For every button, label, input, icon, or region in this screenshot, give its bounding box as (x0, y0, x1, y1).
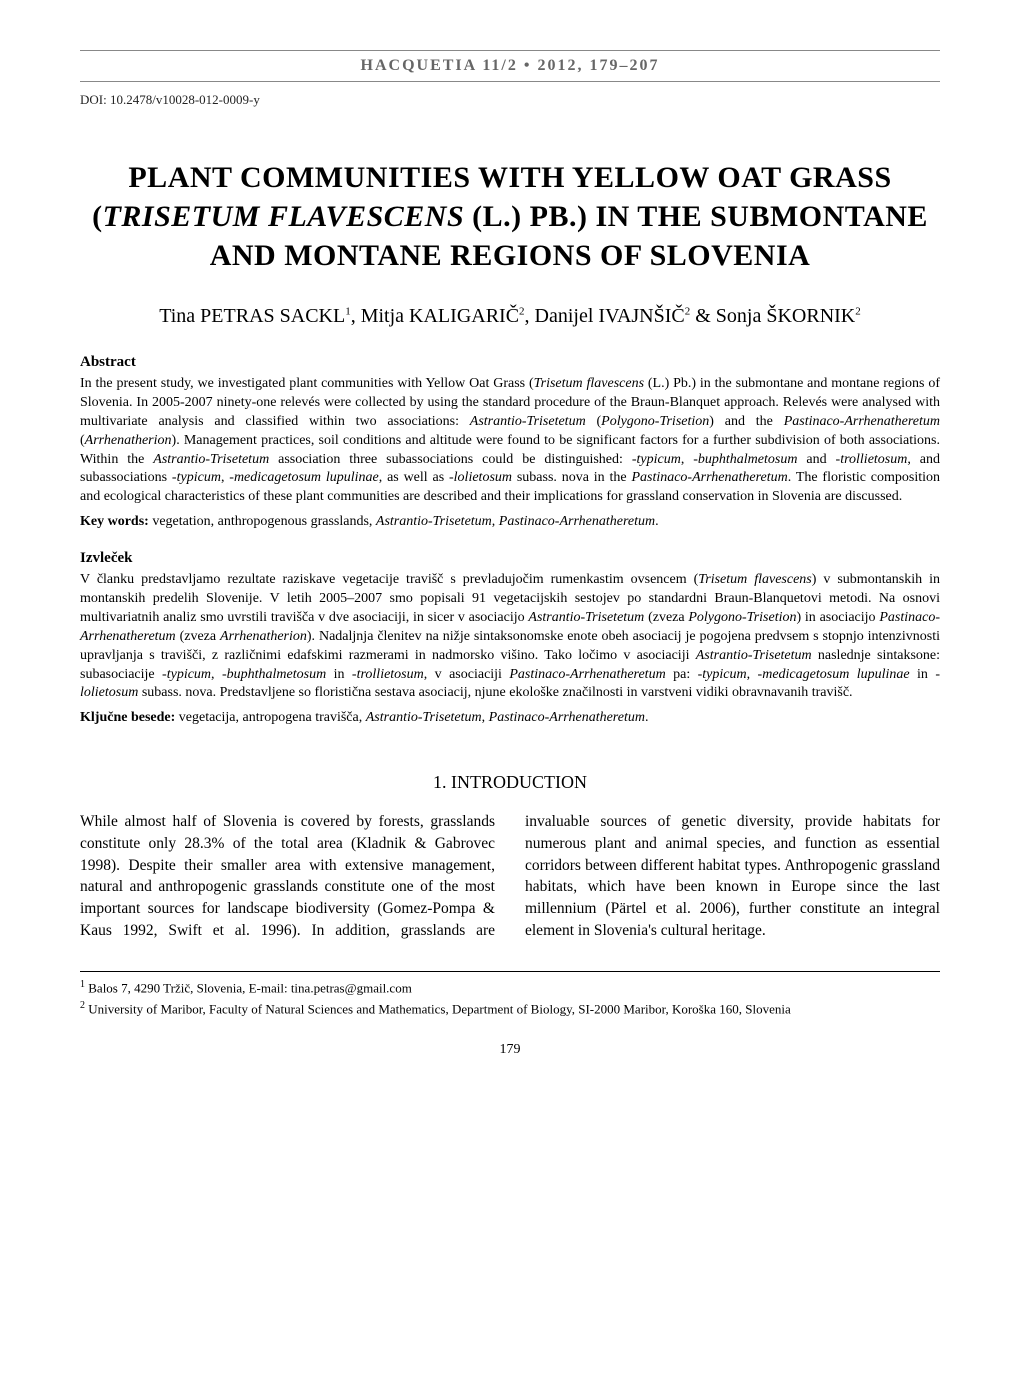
abstract-label: Abstract (80, 354, 940, 371)
footnote-1: 1 Balos 7, 4290 Tržič, Slovenia, E-mail:… (80, 978, 940, 997)
affiliation-footnotes: 1 Balos 7, 4290 Tržič, Slovenia, E-mail:… (80, 978, 940, 1018)
journal-header: HACQUETIA 11/2 • 2012, 179–207 (80, 53, 940, 79)
izvlecek-label: Izvleček (80, 550, 940, 567)
introduction-body: While almost half of Slovenia is covered… (80, 811, 940, 941)
keywords-en: Key words: vegetation, anthropogenous gr… (80, 513, 940, 532)
page-number: 179 (80, 1042, 940, 1058)
keywords-en-text: vegetation, anthropogenous grasslands, A… (149, 514, 659, 529)
keywords-sl-text: vegetacija, antropogena travišča, Astran… (175, 710, 648, 725)
author-list: Tina PETRAS SACKL1, Mitja KALIGARIČ2, Da… (80, 305, 940, 328)
header-top-rule (80, 50, 940, 51)
introduction-heading: 1. INTRODUCTION (80, 772, 940, 793)
doi-line: DOI: 10.2478/v10028-012-0009-y (80, 92, 940, 108)
keywords-sl: Ključne besede: vegetacija, antropogena … (80, 709, 940, 728)
keywords-sl-label: Ključne besede: (80, 710, 175, 725)
footnote-rule (80, 971, 940, 972)
izvlecek-body: V članku predstavljamo rezultate raziska… (80, 571, 940, 703)
abstract-body: In the present study, we investigated pl… (80, 375, 940, 507)
header-bottom-rule (80, 81, 940, 82)
title-italic-taxon: TRISETUM FLAVESCENS (103, 200, 465, 233)
footnote-2: 2 University of Maribor, Faculty of Natu… (80, 999, 940, 1018)
keywords-en-label: Key words: (80, 514, 149, 529)
article-title: PLANT COMMUNITIES WITH YELLOW OAT GRASS … (90, 158, 930, 275)
